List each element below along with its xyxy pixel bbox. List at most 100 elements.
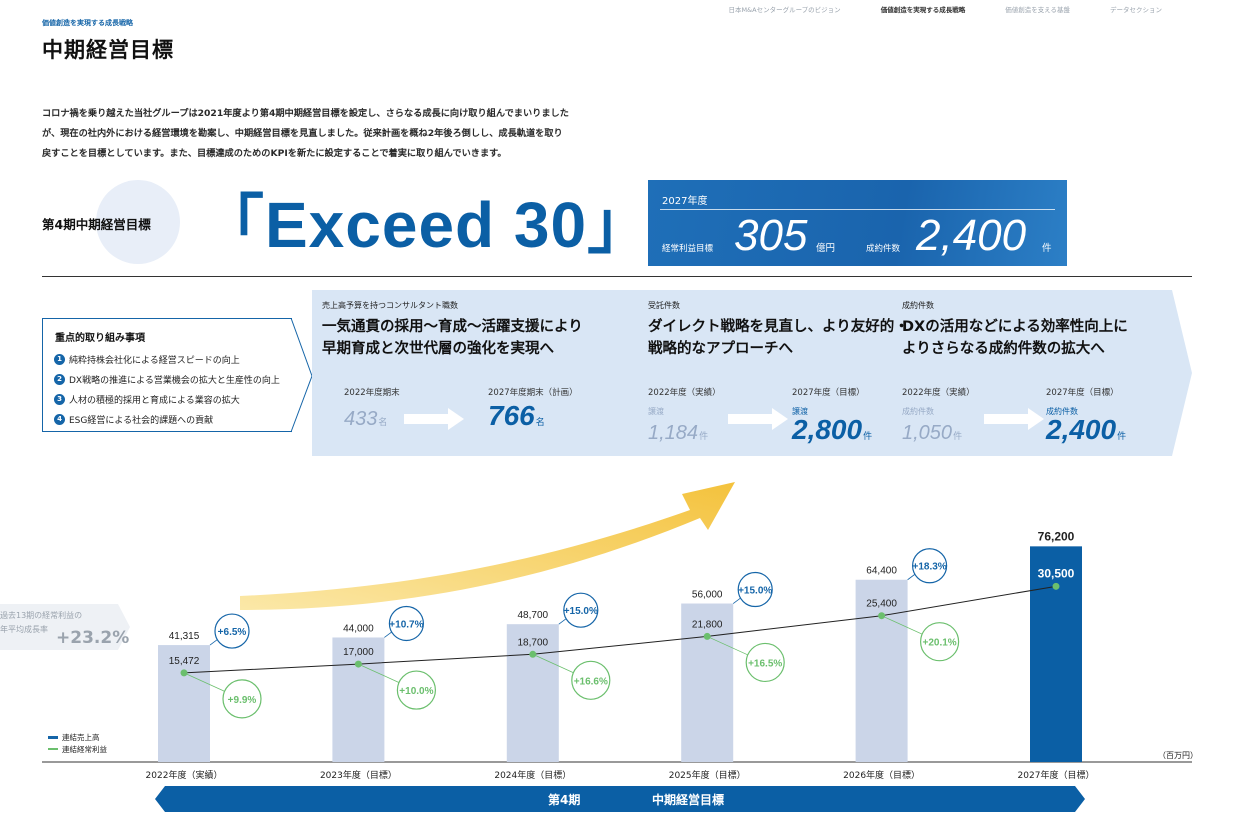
kpi-band-background [312, 290, 1192, 456]
profit-growth-label: +20.1% [922, 638, 956, 649]
avg-growth-line2: 年平均成長率 [0, 625, 48, 634]
profit-value-label: 30,500 [1038, 566, 1075, 580]
sales-bar [158, 645, 210, 762]
target-year: 2027年度 [662, 196, 708, 207]
sales-growth-connector [907, 573, 916, 581]
nav-item-foundation[interactable]: 価値創造を支える基盤 [1005, 6, 1070, 14]
number-badge-icon: 4 [54, 413, 65, 425]
avg-growth-background [0, 604, 130, 650]
profit-growth-label: +16.6% [574, 676, 608, 687]
avg-growth-box: 過去13期の経常利益の 年平均成長率 +23.2% [0, 604, 130, 650]
kpi-to-value: 2,400件 [1046, 414, 1127, 445]
nav-item-growth-strategy[interactable]: 価値創造を実現する成長戦略 [880, 6, 966, 14]
profit-growth-label: +10.0% [399, 686, 433, 697]
sales-growth-badge [563, 592, 599, 628]
category-label: 2026年度（目標） [843, 769, 920, 781]
sales-bar [855, 579, 908, 762]
profit-point [1052, 582, 1060, 590]
number-badge-icon: 2 [54, 373, 65, 385]
nav-item-data-section[interactable]: データセクション [1110, 6, 1162, 14]
profit-line [183, 585, 1057, 674]
focus-areas-box: 重点的取り組み事項 1 純粋持株会社化による経営スピードの向上 2 DX戦略の推進に… [42, 318, 292, 432]
plan-name: 「Exceed 30」 [200, 189, 653, 261]
nav-item-vision[interactable]: 日本M&Aセンターグループのビジョン [728, 6, 841, 14]
kpi-from-sub: 譲渡 [648, 407, 664, 416]
sales-growth-badge [388, 605, 424, 642]
chart-unit-label: （百万円） [1158, 751, 1198, 760]
legend-item-profit: 連結経常利益 [48, 743, 107, 755]
profit-growth-connector [183, 672, 229, 694]
period-bar-right: 中期経営目標 [652, 793, 725, 807]
sales-growth-label: +15.0% [738, 586, 772, 597]
profit-target-label: 経常利益目標 [662, 244, 714, 254]
focus-arrow-icon [290, 318, 313, 433]
profit-growth-label: +16.5% [748, 658, 782, 669]
intro-paragraph: コロナ禍を乗り越えた当社グループは2021年度より第4期中期経営目標を設定し、さ… [42, 108, 569, 159]
kpi-from-title: 2022年度（実績） [648, 388, 721, 398]
sales-growth-label: +18.3% [912, 562, 946, 573]
sales-value-label: 44,000 [343, 623, 374, 634]
sales-growth-connector [732, 597, 742, 604]
kpi-from-title: 2022年度期末 [344, 388, 400, 398]
profit-growth-badge [396, 670, 436, 710]
legend-line-icon [48, 748, 58, 750]
target-2027-box: 2027年度 経常利益目標 305 億円 成約件数 2,400 件 [648, 180, 1067, 266]
sales-bar [332, 637, 385, 762]
legend-item-sales: 連結売上高 [48, 731, 107, 743]
avg-growth-value: +23.2% [56, 628, 130, 648]
focus-title: 重点的取り組み事項 [55, 333, 145, 344]
focus-item-text: 人材の積極的採用と育成による業容の拡大 [69, 395, 240, 406]
profit-growth-badge [222, 679, 262, 719]
sales-growth-badge [911, 548, 948, 584]
legend-bar-icon [48, 735, 58, 739]
sales-bar [1030, 546, 1082, 762]
category-label: 2027年度（目標） [1018, 769, 1095, 781]
focus-item-text: 純粋持株会社化による経営スピードの向上 [69, 355, 240, 366]
profit-growth-connector [532, 653, 577, 675]
deals-target-value: 2,400 [916, 211, 1027, 260]
focus-item: 2 DX戦略の推進による営業機会の拡大と生産性の向上 [54, 369, 280, 389]
profit-target-unit: 億円 [816, 243, 836, 254]
horizontal-divider [42, 276, 1192, 277]
sales-growth-badge [214, 613, 250, 649]
kpi-from-sub: 成約件数 [902, 407, 934, 416]
period-bar-left: 第4期 [548, 793, 581, 807]
sales-value-label: 56,000 [692, 590, 723, 601]
section-label: 価値創造を実現する成長戦略 [42, 19, 133, 27]
focus-item: 4 ESG経営による社会的課題への貢献 [54, 409, 280, 429]
kpi-caption: 売上高予算を持つコンサルタント職数 [322, 301, 458, 310]
profit-growth-badge [919, 622, 960, 662]
kpi-to-title: 2027年度期末（計画） [488, 388, 578, 398]
profit-value-label: 17,000 [343, 647, 374, 658]
kpi-from-value: 1,050件 [902, 422, 963, 444]
focus-item: 3 人材の積極的採用と育成による業容の拡大 [54, 389, 280, 409]
kpi-to-value: 766名 [488, 400, 545, 431]
growth-arrow-icon [240, 482, 735, 610]
sales-growth-label: +15.0% [564, 606, 598, 617]
profit-growth-connector [881, 615, 926, 637]
profit-value-label: 15,472 [169, 656, 200, 667]
number-badge-icon: 1 [54, 353, 65, 365]
sales-growth-connector [209, 638, 219, 646]
sales-value-label: 48,700 [518, 610, 549, 621]
deals-target-label: 成約件数 [866, 244, 901, 254]
sales-growth-connector [384, 631, 393, 638]
kpi-to-title: 2027年度（目標） [792, 388, 865, 398]
profit-growth-connector [358, 663, 403, 685]
kpi-caption: 成約件数 [902, 301, 934, 310]
deals-target-unit: 件 [1042, 243, 1052, 254]
profit-growth-badge [745, 642, 785, 683]
category-label: 2022年度（実績） [146, 769, 223, 781]
category-label: 2025年度（目標） [669, 769, 746, 781]
chart-legend: 連結売上高 連結経常利益 [48, 731, 107, 755]
profit-point [878, 612, 886, 620]
kpi-to-sub: 譲渡 [792, 407, 808, 416]
kpi-to-title: 2027年度（目標） [1046, 388, 1119, 398]
focus-item-text: DX戦略の推進による営業機会の拡大と生産性の向上 [69, 375, 280, 386]
number-badge-icon: 3 [54, 393, 65, 405]
profit-point [529, 650, 537, 658]
profit-value-label: 25,400 [866, 599, 897, 610]
focus-list: 1 純粋持株会社化による経営スピードの向上 2 DX戦略の推進による営業機会の拡大と… [54, 349, 280, 429]
profit-growth-badge [571, 660, 611, 700]
period-bar [155, 786, 1085, 812]
